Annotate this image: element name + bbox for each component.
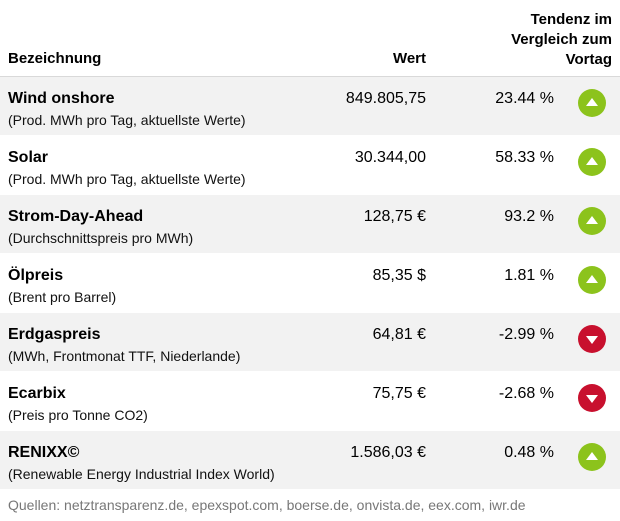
row-description: (Prod. MWh pro Tag, aktuellste Werte) [8,112,246,128]
row-value: 85,35 $ [372,267,426,284]
row-change-percent: 23.44 % [495,90,554,107]
row-description: (Preis pro Tonne CO2) [8,407,148,423]
row-name: Solar [8,149,49,166]
row-description: (Brent pro Barrel) [8,289,117,305]
table-header: Bezeichnung Wert Tendenz im Vergleich zu… [0,0,620,77]
sources-footer: Quellen: netztransparenz.de, epexspot.co… [8,497,526,513]
row-description: (MWh, Frontmonat TTF, Niederlande) [8,348,241,364]
row-change-percent: -2.99 % [498,326,554,343]
header-trend-line: Vergleich zum [511,31,612,48]
arrow-up-icon [578,89,606,117]
row-name: Wind onshore [8,90,115,107]
row-change-percent: 93.2 % [504,208,554,225]
table-row: Strom-Day-Ahead (Durchschnittspreis pro M… [0,195,620,254]
row-change-percent: 58.33 % [495,149,554,166]
row-value: 75,75 € [372,385,426,402]
row-value: 30.344,00 [354,149,426,166]
arrow-down-icon [578,325,606,353]
table-row: Wind onshore (Prod. MWh pro Tag, aktuells… [0,77,620,136]
table-row: Ölpreis (Brent pro Barrel) 85,35 $ 1.81 % [0,254,620,313]
arrow-up-icon [578,266,606,294]
row-value: 849.805,75 [345,90,426,107]
arrow-up-icon [578,443,606,471]
header-trend-line: Tendenz im [530,11,612,28]
table-row: Ecarbix (Preis pro Tonne CO2) 75,75 € -2.68… [0,372,620,431]
row-description: (Renewable Energy Industrial Index World… [8,466,275,482]
row-name: Strom-Day-Ahead [8,208,144,225]
row-description: (Durchschnittspreis pro MWh) [8,230,194,246]
table-row: RENIXX© (Renewable Energy Industrial Inde… [0,431,620,490]
row-name: RENIXX© [8,444,80,461]
arrow-down-icon [578,384,606,412]
row-description: (Prod. MWh pro Tag, aktuellste Werte) [8,171,246,187]
row-value: 1.586,03 € [350,444,426,461]
header-trend: Tendenz im Vergleich zum Vortag [462,10,612,70]
header-name: Bezeichnung [8,50,102,67]
table-row: Solar (Prod. MWh pro Tag, aktuellste Wert… [0,136,620,195]
table-body: Wind onshore (Prod. MWh pro Tag, aktuells… [0,77,620,490]
row-name: Ölpreis [8,267,64,284]
row-value: 128,75 € [363,208,426,225]
header-trend-line: Vortag [565,51,612,68]
row-name: Ecarbix [8,385,66,402]
arrow-up-icon [578,148,606,176]
row-value: 64,81 € [372,326,426,343]
header-value: Wert [392,50,426,67]
row-change-percent: 1.81 % [504,267,554,284]
arrow-up-icon [578,207,606,235]
row-name: Erdgaspreis [8,326,101,343]
row-change-percent: 0.48 % [504,444,554,461]
table-row: Erdgaspreis (MWh, Frontmonat TTF, Niederl… [0,313,620,372]
energy-table: Bezeichnung Wert Tendenz im Vergleich zu… [0,0,620,490]
row-change-percent: -2.68 % [498,385,554,402]
